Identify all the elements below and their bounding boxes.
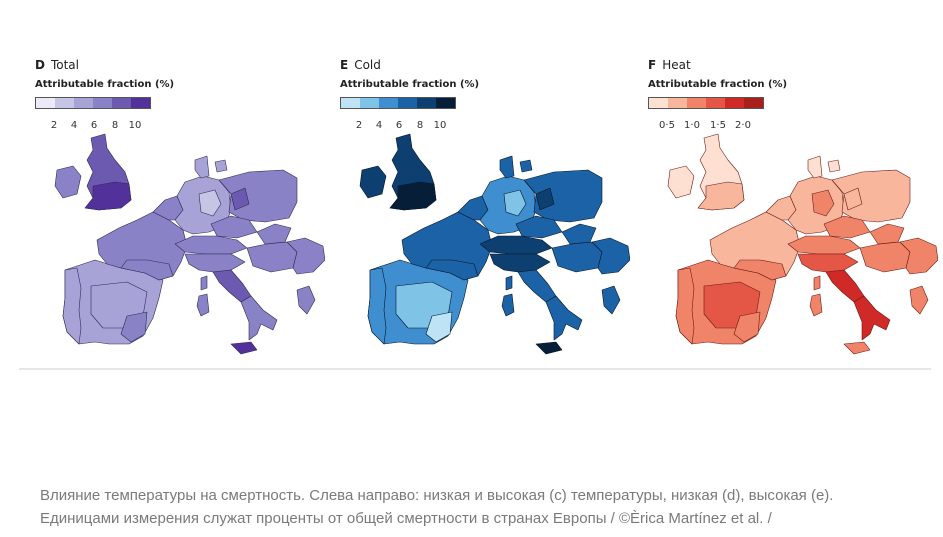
legend-tick: 8 bbox=[416, 120, 424, 131]
legend-tick: 0·5 bbox=[659, 120, 675, 131]
legend-tick: 1·5 bbox=[710, 120, 726, 131]
europe-map-heat bbox=[667, 133, 938, 355]
legend-tick: 6 bbox=[90, 120, 98, 131]
europe-map-total bbox=[54, 133, 325, 355]
legend-color-bar bbox=[340, 97, 456, 109]
legend-tick: 8 bbox=[111, 120, 119, 131]
europe-map-cold bbox=[359, 133, 630, 355]
panel-title: F Heat bbox=[648, 58, 691, 72]
legend-tick: 10 bbox=[128, 120, 142, 131]
legend-tick: 2 bbox=[355, 120, 363, 131]
figure-caption: Влияние температуры на смертность. Слева… bbox=[40, 487, 834, 527]
panel-name: Cold bbox=[354, 58, 381, 72]
panel-name: Total bbox=[50, 58, 79, 72]
panel-cold: E Cold Attributable fraction (%) 2 4 6 8 … bbox=[340, 58, 630, 370]
legend-tick: 2 bbox=[50, 120, 58, 131]
legend-title: Attributable fraction (%) bbox=[340, 79, 480, 90]
panel-heat: F Heat Attributable fraction (%) 0·5 1·0 … bbox=[648, 58, 938, 370]
panel-title: D Total bbox=[35, 58, 79, 72]
legend-tick: 6 bbox=[395, 120, 403, 131]
legend-tick: 4 bbox=[70, 120, 78, 131]
legend-title: Attributable fraction (%) bbox=[648, 79, 788, 90]
legend-color-bar bbox=[648, 97, 764, 109]
panel-name: Heat bbox=[662, 58, 691, 72]
legend-tick: 2·0 bbox=[735, 120, 751, 131]
panel-letter: F bbox=[648, 58, 657, 72]
legend-tick: 1·0 bbox=[684, 120, 700, 131]
panel-letter: D bbox=[35, 58, 45, 72]
divider bbox=[19, 368, 931, 370]
legend-tick: 4 bbox=[375, 120, 383, 131]
panel-total: D Total Attributable fraction (%) 2 4 6 8… bbox=[35, 58, 325, 370]
legend-color-bar bbox=[35, 97, 151, 109]
legend-title: Attributable fraction (%) bbox=[35, 79, 175, 90]
panel-title: E Cold bbox=[340, 58, 381, 72]
legend-tick: 10 bbox=[433, 120, 447, 131]
panel-letter: E bbox=[340, 58, 349, 72]
